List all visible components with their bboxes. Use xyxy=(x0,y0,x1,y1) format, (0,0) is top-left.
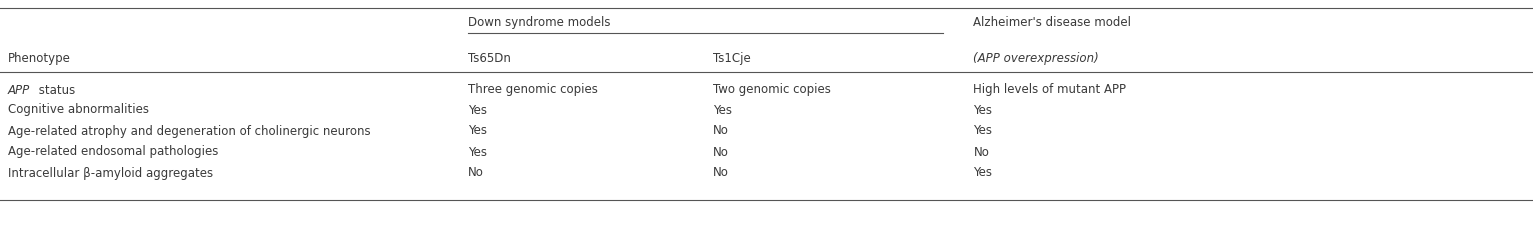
Text: Yes: Yes xyxy=(713,104,731,116)
Text: Yes: Yes xyxy=(468,104,486,116)
Text: Three genomic copies: Three genomic copies xyxy=(468,83,598,97)
Text: Intracellular β-amyloid aggregates: Intracellular β-amyloid aggregates xyxy=(8,166,213,180)
Text: Down syndrome models: Down syndrome models xyxy=(468,16,610,29)
Text: Alzheimer's disease model: Alzheimer's disease model xyxy=(973,16,1131,29)
Text: Yes: Yes xyxy=(973,166,992,180)
Text: No: No xyxy=(973,145,989,159)
Text: Yes: Yes xyxy=(468,124,486,137)
Text: No: No xyxy=(468,166,483,180)
Text: (APP overexpression): (APP overexpression) xyxy=(973,52,1099,65)
Text: Age-related atrophy and degeneration of cholinergic neurons: Age-related atrophy and degeneration of … xyxy=(8,124,371,137)
Text: Yes: Yes xyxy=(468,145,486,159)
Text: Age-related endosomal pathologies: Age-related endosomal pathologies xyxy=(8,145,218,159)
Text: No: No xyxy=(713,166,728,180)
Text: No: No xyxy=(713,145,728,159)
Text: Ts65Dn: Ts65Dn xyxy=(468,52,510,65)
Text: High levels of mutant APP: High levels of mutant APP xyxy=(973,83,1127,97)
Text: status: status xyxy=(35,83,75,97)
Text: Yes: Yes xyxy=(973,124,992,137)
Text: Ts1Cje: Ts1Cje xyxy=(713,52,751,65)
Text: No: No xyxy=(713,124,728,137)
Text: Two genomic copies: Two genomic copies xyxy=(713,83,831,97)
Text: Phenotype: Phenotype xyxy=(8,52,71,65)
Text: APP: APP xyxy=(8,83,31,97)
Text: Cognitive abnormalities: Cognitive abnormalities xyxy=(8,104,149,116)
Text: Yes: Yes xyxy=(973,104,992,116)
